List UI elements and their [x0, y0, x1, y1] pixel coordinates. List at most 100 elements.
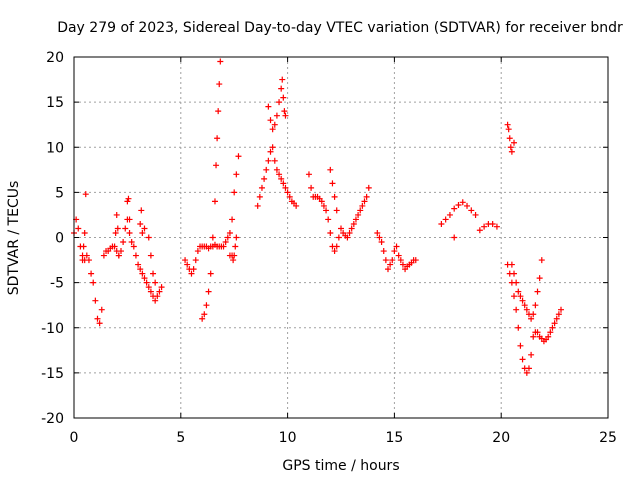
data-point [139, 229, 146, 236]
data-point [513, 279, 520, 286]
data-point [114, 225, 121, 232]
data-point [158, 284, 165, 291]
data-point [209, 234, 216, 241]
data-point [258, 184, 265, 191]
data-point [286, 193, 293, 200]
data-point [120, 239, 127, 246]
data-point [517, 342, 524, 349]
data-point [545, 333, 552, 340]
data-point [278, 175, 285, 182]
data-point [125, 195, 132, 202]
data-point [137, 220, 144, 227]
data-point [184, 261, 191, 268]
data-point [230, 257, 237, 264]
data-point [141, 225, 148, 232]
y-tick-label: 5 [55, 185, 64, 201]
data-point [374, 229, 381, 236]
data-point [282, 112, 289, 119]
data-point [139, 270, 146, 277]
data-point [152, 279, 159, 286]
data-point [122, 225, 129, 232]
y-tick-label: 0 [55, 231, 64, 247]
data-point [451, 234, 458, 241]
data-point [506, 135, 513, 142]
data-point [256, 193, 263, 200]
data-point [519, 356, 526, 363]
data-point [333, 207, 340, 214]
data-point [380, 248, 387, 255]
data-point [534, 288, 541, 295]
data-point [205, 288, 212, 295]
data-point [464, 202, 471, 209]
data-point [138, 207, 145, 214]
data-point [137, 266, 144, 273]
data-point [513, 306, 520, 313]
data-point [438, 220, 445, 227]
series-sdtvar [71, 58, 565, 376]
axis-ticks [73, 56, 609, 419]
data-point [280, 180, 287, 187]
data-point [117, 248, 124, 255]
data-point [378, 239, 385, 246]
data-point [150, 270, 157, 277]
data-point [233, 234, 240, 241]
data-point [331, 248, 338, 255]
data-point [489, 220, 496, 227]
data-point [504, 121, 511, 128]
data-point [132, 252, 139, 259]
data-point [446, 211, 453, 218]
data-point [232, 243, 239, 250]
data-point [320, 202, 327, 209]
data-point [80, 243, 87, 250]
data-point [521, 302, 528, 309]
data-point [267, 148, 274, 155]
data-point [391, 248, 398, 255]
data-point [472, 211, 479, 218]
data-point [327, 166, 334, 173]
data-point [523, 306, 530, 313]
data-point [115, 252, 122, 259]
data-point [459, 199, 466, 206]
data-point [333, 243, 340, 250]
data-point [325, 216, 332, 223]
y-tick-label: -15 [41, 366, 64, 382]
x-tick-label: 25 [599, 430, 617, 446]
data-point [346, 229, 353, 236]
data-point [269, 144, 276, 151]
data-point [92, 297, 99, 304]
data-point [113, 211, 120, 218]
data-point [81, 229, 88, 236]
data-point [88, 270, 95, 277]
data-point [508, 148, 515, 155]
data-point [98, 306, 105, 313]
data-point [276, 171, 283, 178]
y-tick-labels: -20 -15 -10 -5 0 5 10 15 20 [41, 50, 64, 427]
data-point [143, 279, 150, 286]
data-point [281, 108, 288, 115]
data-point [231, 252, 238, 259]
data-point [154, 293, 161, 300]
data-point [359, 202, 366, 209]
data-point [376, 234, 383, 241]
data-point [555, 311, 562, 318]
y-tick-label: -20 [41, 411, 64, 427]
data-point [147, 288, 154, 295]
data-point [152, 297, 159, 304]
y-tick-label: 20 [46, 50, 64, 66]
data-point [199, 315, 206, 322]
data-point [558, 306, 565, 313]
data-point [215, 108, 222, 115]
data-point [82, 191, 89, 198]
data-point [235, 153, 242, 160]
data-point [515, 324, 522, 331]
data-point [350, 220, 357, 227]
data-point [493, 223, 500, 230]
data-point [553, 315, 560, 322]
data-point [549, 324, 556, 331]
data-point [387, 261, 394, 268]
x-tick-labels: 0 5 10 15 20 25 [70, 430, 617, 446]
data-point [147, 252, 154, 259]
data-point [263, 166, 270, 173]
data-point [271, 157, 278, 164]
